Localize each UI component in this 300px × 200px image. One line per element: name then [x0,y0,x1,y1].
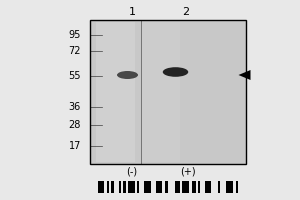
Bar [141,22,180,162]
Bar [156,181,162,193]
Bar [175,181,180,193]
Text: (+): (+) [180,166,195,176]
Bar [107,181,109,193]
Bar [90,20,246,164]
Bar [236,181,238,193]
Bar [96,22,135,162]
Bar [182,181,189,193]
Text: (-): (-) [126,166,138,176]
Text: 28: 28 [69,120,81,130]
Bar [226,181,233,193]
Ellipse shape [163,67,188,77]
Text: 36: 36 [69,102,81,112]
Polygon shape [238,70,250,80]
Bar [128,181,134,193]
Bar [144,181,151,193]
Text: 1: 1 [128,7,136,17]
Bar [165,181,168,193]
Bar [119,181,121,193]
Text: 2: 2 [182,7,190,17]
Bar [192,181,196,193]
Bar [136,181,139,193]
Bar [123,181,125,193]
Text: 95: 95 [69,30,81,40]
Text: 72: 72 [68,46,81,56]
Bar [98,181,104,193]
Bar [218,181,220,193]
Bar [198,181,200,193]
Ellipse shape [117,71,138,79]
Text: 55: 55 [68,71,81,81]
Bar [205,181,211,193]
Bar [112,181,114,193]
Text: 17: 17 [69,141,81,151]
